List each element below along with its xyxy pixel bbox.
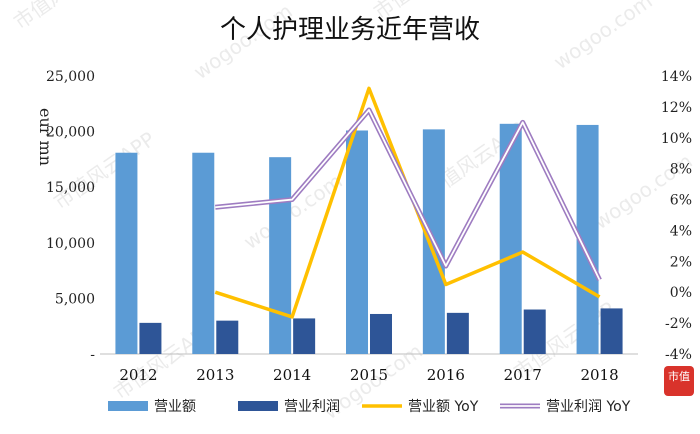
bar-revenue	[115, 152, 138, 354]
bar-operating-profit	[216, 320, 239, 354]
left-tick-label: 20,000	[46, 125, 95, 141]
line-series	[214, 86, 602, 319]
category-label: 2018	[580, 366, 618, 384]
right-tick-label: 14%	[661, 69, 692, 85]
watermark-logo: 市值	[664, 366, 694, 396]
left-tick-label: 10,000	[46, 236, 95, 252]
bar-revenue	[192, 152, 215, 354]
right-tick-label: 12%	[661, 100, 692, 116]
category-labels: 2012 2013 2014 2015 2016 2017 2018	[119, 366, 618, 384]
bar-operating-profit	[370, 313, 392, 354]
category-label: 2012	[119, 366, 157, 384]
bar-revenue	[346, 130, 368, 354]
legend-label: 营业额	[154, 399, 196, 415]
left-tick-label: -	[90, 347, 95, 363]
bar-operating-profit	[139, 322, 162, 354]
right-tick-label: 4%	[670, 223, 692, 239]
category-label: 2017	[504, 366, 542, 384]
bar-revenue	[576, 124, 599, 354]
legend-swatch	[108, 401, 148, 411]
category-label: 2016	[427, 366, 465, 384]
right-tick-label: 10%	[661, 131, 692, 147]
right-tick-label: 2%	[670, 254, 692, 270]
chart-title: 个人护理业务近年营收	[220, 15, 480, 45]
bar-operating-profit	[293, 318, 316, 354]
legend-label: 营业额 YoY	[408, 399, 479, 415]
watermark-logo-text: 市值	[668, 369, 690, 383]
watermark-text: 市值风云APP	[9, 0, 119, 34]
legend-label: 营业利润	[284, 399, 340, 415]
watermark-text: wogoo.com	[549, 0, 657, 74]
right-tick-label: -2%	[665, 316, 692, 332]
category-label: 2014	[273, 366, 311, 384]
legend-label: 营业利润 YoY	[546, 399, 631, 415]
bar-revenue	[499, 123, 522, 354]
bar-operating-profit	[600, 308, 623, 354]
category-label: 2013	[196, 366, 234, 384]
left-axis-ticks: - 5,000 10,000 15,000 20,000 25,000	[46, 69, 95, 363]
y-axis-unit-label: eur mn	[36, 108, 55, 166]
bar-series	[115, 123, 623, 354]
bar-operating-profit	[446, 312, 469, 354]
right-tick-label: 6%	[670, 193, 692, 209]
right-tick-label: 0%	[670, 285, 692, 301]
legend-swatch	[238, 401, 278, 411]
watermark-text: wogoo.com	[239, 169, 347, 254]
right-tick-label: -4%	[665, 347, 692, 363]
bar-operating-profit	[523, 309, 546, 354]
category-label: 2015	[350, 366, 388, 384]
left-tick-label: 5,000	[55, 291, 95, 307]
right-tick-label: 8%	[670, 162, 692, 178]
legend: 营业额 营业利润 营业额 YoY 营业利润 YoY	[108, 399, 631, 415]
left-tick-label: 15,000	[46, 180, 95, 196]
right-axis-ticks: -4% -2% 0% 2% 4% 6% 8% 10% 12% 14%	[661, 69, 692, 363]
line-operating-profit-yoy-inner	[215, 109, 601, 281]
bar-revenue	[269, 157, 292, 354]
left-tick-label: 25,000	[46, 69, 95, 85]
